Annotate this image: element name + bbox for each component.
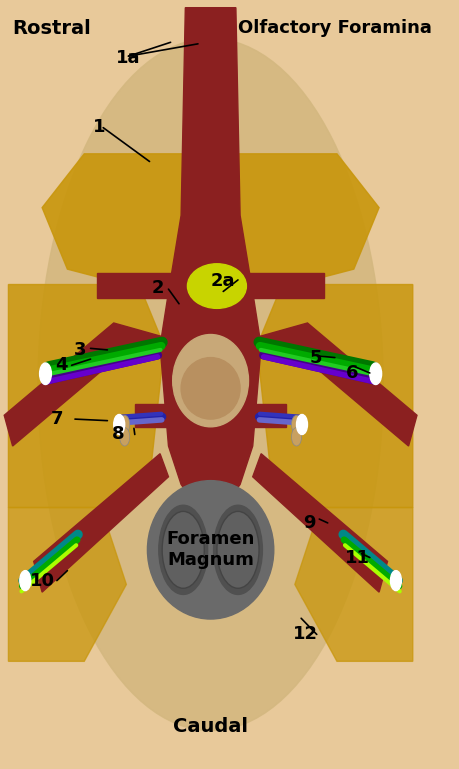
Polygon shape [160,8,261,496]
Text: 2a: 2a [210,271,235,290]
Circle shape [291,428,301,446]
Text: Caudal: Caudal [173,717,247,736]
Circle shape [291,415,301,434]
Circle shape [20,571,31,591]
Polygon shape [257,285,412,508]
Ellipse shape [147,481,273,619]
Circle shape [119,428,129,446]
Polygon shape [252,323,416,446]
Polygon shape [252,454,386,592]
Circle shape [162,511,204,588]
Text: Olfactory Foramina: Olfactory Foramina [237,19,431,37]
Text: 12: 12 [292,625,317,644]
Text: 4: 4 [55,356,67,375]
Text: Rostral: Rostral [12,19,91,38]
Text: 9: 9 [302,514,315,532]
Text: 8: 8 [112,425,124,444]
Circle shape [390,571,401,591]
Ellipse shape [187,264,246,308]
Text: 10: 10 [29,571,54,590]
Circle shape [213,505,262,594]
Circle shape [296,414,307,434]
Polygon shape [97,273,324,298]
Text: 11: 11 [345,548,369,567]
Polygon shape [34,454,168,592]
Circle shape [369,363,381,384]
Text: 5: 5 [309,348,321,367]
Ellipse shape [181,358,240,419]
Text: 6: 6 [345,364,357,382]
Polygon shape [4,323,168,446]
Text: 3: 3 [73,341,86,359]
Circle shape [119,415,129,434]
Polygon shape [134,404,286,427]
Polygon shape [42,154,193,292]
Polygon shape [0,0,420,769]
Polygon shape [8,285,164,508]
Text: 7: 7 [50,410,63,428]
Ellipse shape [38,38,382,731]
Circle shape [221,519,254,581]
Ellipse shape [172,335,248,427]
Text: 1a: 1a [116,48,140,67]
Circle shape [39,363,51,384]
Circle shape [217,511,258,588]
Polygon shape [227,154,378,292]
Polygon shape [294,508,412,661]
Circle shape [113,414,124,434]
Text: Foramen
Magnum: Foramen Magnum [166,531,254,569]
Text: 1: 1 [92,118,105,136]
Circle shape [158,505,207,594]
Text: 2: 2 [151,279,164,298]
Polygon shape [8,508,126,661]
Circle shape [166,519,200,581]
